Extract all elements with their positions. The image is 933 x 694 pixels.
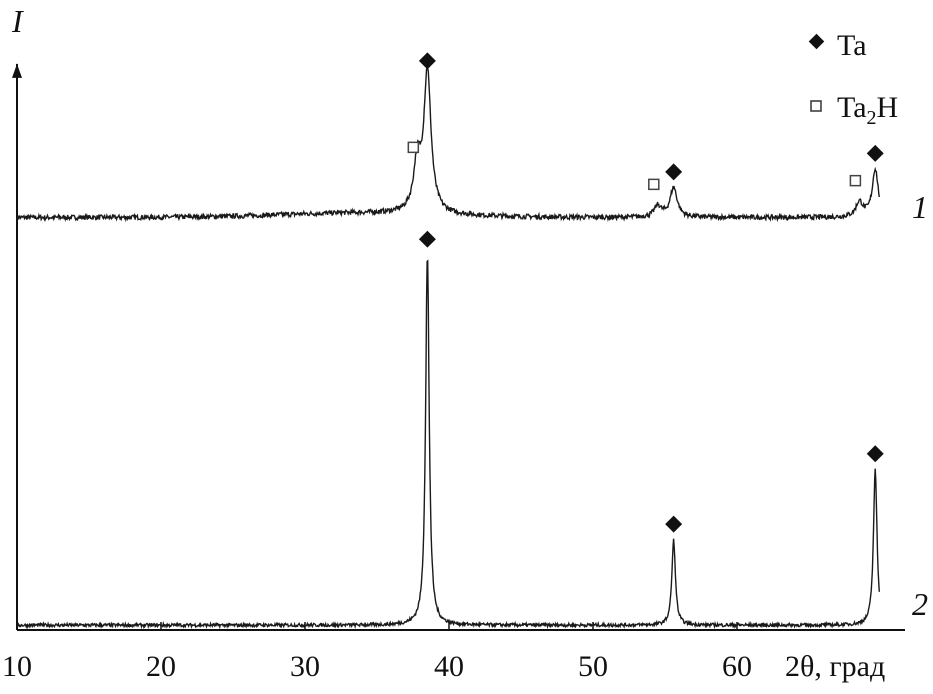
xrd-curve-1 xyxy=(16,66,880,223)
legend: Ta Ta2H xyxy=(808,29,898,129)
legend-marker-ta2h xyxy=(810,100,822,112)
series-label-2: 2 xyxy=(912,586,928,622)
x-tick-label: 40 xyxy=(434,650,464,683)
series-label-1: 1 xyxy=(912,189,928,225)
ta-peak-marker xyxy=(418,52,436,70)
x-tick-label: 30 xyxy=(290,650,320,683)
legend-marker-ta xyxy=(808,33,825,50)
ta-peak-marker xyxy=(866,445,884,463)
ta-peak-marker xyxy=(866,144,884,162)
ta-peak-marker xyxy=(418,230,436,248)
x-tick-label: 20 xyxy=(146,650,176,683)
ta2h-peak-marker xyxy=(407,141,420,154)
x-tick-label: 10 xyxy=(2,650,32,683)
y-axis-label: I xyxy=(11,3,24,39)
x-tick-label: 50 xyxy=(578,650,608,683)
ta-peak-marker xyxy=(665,163,683,181)
ta2h-peak-marker xyxy=(648,178,660,191)
x-axis-label: 2θ, град xyxy=(785,650,885,683)
legend-label-ta: Ta xyxy=(837,29,867,62)
ta2h-peak-marker xyxy=(849,174,862,187)
ta-peak-marker xyxy=(665,515,683,533)
xrd-curve-2 xyxy=(16,259,880,630)
x-tick-label: 60 xyxy=(722,650,752,683)
legend-label-ta2h: Ta2H xyxy=(837,91,898,129)
